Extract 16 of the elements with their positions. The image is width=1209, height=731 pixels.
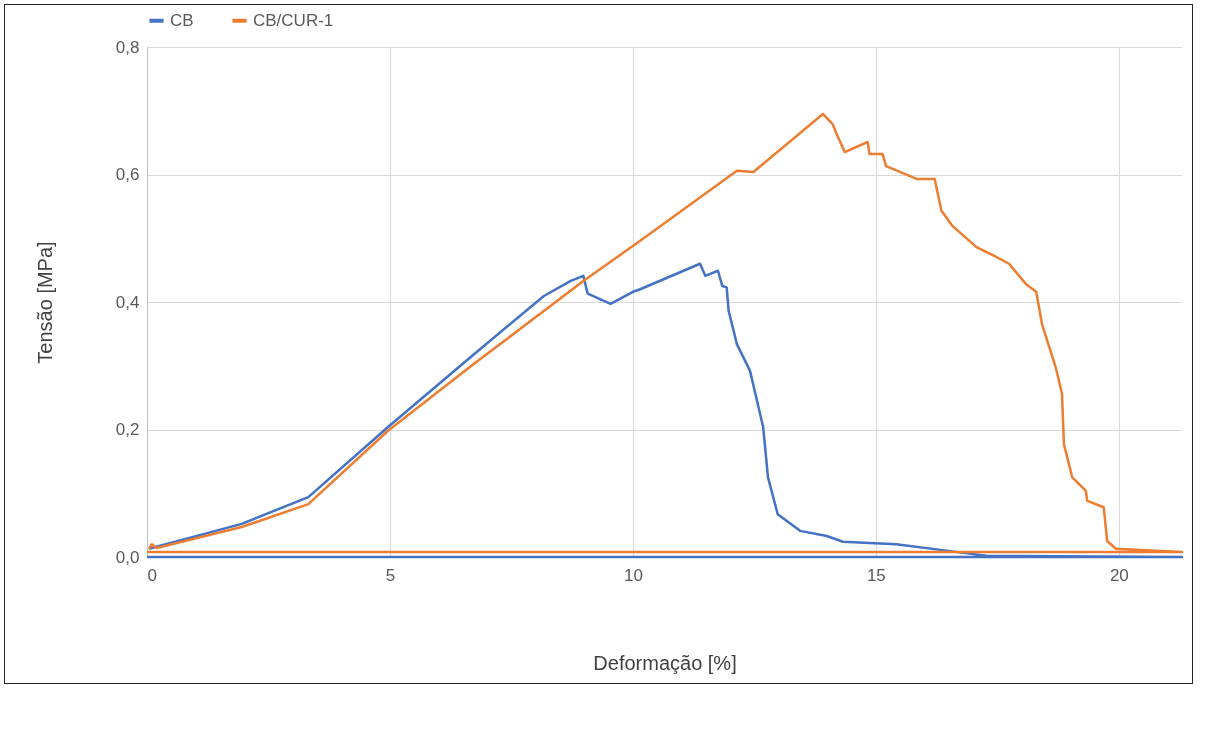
legend-label: CB: [170, 10, 194, 30]
y-tick-label: 0,4: [115, 292, 140, 312]
legend-label: CB/CUR-1: [253, 10, 334, 30]
x-tick-label: 0: [147, 565, 157, 585]
x-axis-title: Deformação [%]: [593, 651, 737, 674]
y-tick-label: 0,8: [115, 37, 140, 57]
y-tick-label: 0,6: [115, 165, 140, 184]
x-tick-label: 5: [385, 565, 396, 585]
x-tick-label: 20: [1109, 565, 1129, 585]
x-tick-label: 10: [623, 565, 643, 585]
x-tick-label: 15: [866, 565, 886, 585]
line-series: [145, 112, 1184, 554]
y-tick-label: 0,2: [115, 420, 140, 439]
y-tick-label: 0,0: [115, 547, 140, 567]
y-axis-title: Tensão [MPa]: [33, 241, 56, 364]
line-series: [145, 262, 1184, 559]
